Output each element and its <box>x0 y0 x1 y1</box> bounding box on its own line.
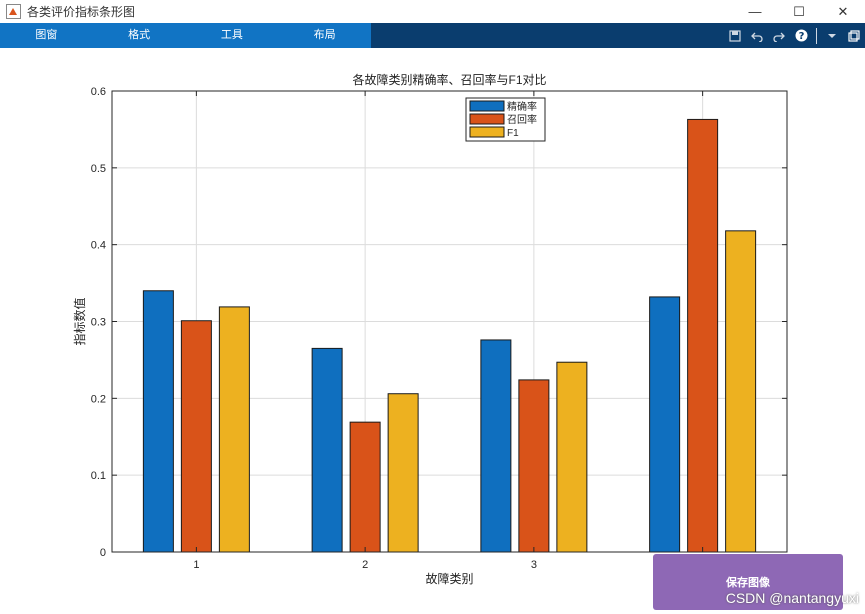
bar <box>142 290 174 553</box>
watermark: CSDN @nantangyuxi <box>725 590 859 606</box>
chart-title: 各故障类别精确率、召回率与F1对比 <box>352 72 546 87</box>
legend-label: F1 <box>507 128 519 139</box>
window-controls: — ☐ ✕ <box>733 0 865 23</box>
bar <box>518 379 550 553</box>
bar <box>725 230 757 553</box>
save-icon[interactable] <box>724 23 746 48</box>
y-tick-label: 0.6 <box>91 86 106 98</box>
bar <box>687 118 719 553</box>
y-tick-label: 0.3 <box>91 317 106 329</box>
dropdown-icon[interactable] <box>821 23 843 48</box>
redo-icon[interactable] <box>768 23 790 48</box>
legend-swatch <box>469 100 505 112</box>
toolbar-separator <box>816 27 817 44</box>
menu-figure[interactable]: 图窗 <box>35 29 58 41</box>
help-icon[interactable]: ? <box>790 23 812 48</box>
bar <box>180 320 212 553</box>
maximize-button[interactable]: ☐ <box>793 3 805 19</box>
y-tick-label: 0.1 <box>91 470 106 482</box>
legend-label: 召回率 <box>507 113 537 126</box>
legend-swatch <box>469 126 505 138</box>
y-tick-label: 0.4 <box>91 240 106 252</box>
tick-labels: 00.10.20.30.40.50.61234 <box>91 86 787 571</box>
dock-icon[interactable] <box>843 23 865 48</box>
y-axis-label: 指标数值 <box>72 297 87 345</box>
menu-format[interactable]: 格式 <box>128 29 151 41</box>
undo-icon[interactable] <box>746 23 768 48</box>
bar <box>649 296 681 553</box>
svg-text:?: ? <box>798 31 804 42</box>
menu-strip: 图窗 格式 工具 布局 <box>0 23 371 48</box>
bars <box>142 118 757 553</box>
x-tick-label: 2 <box>362 559 368 571</box>
minimize-button[interactable]: — <box>748 4 762 19</box>
y-tick-label: 0.5 <box>91 163 106 175</box>
bar-chart: 00.10.20.30.40.50.61234 各故障类别精确率、召回率与F1对… <box>72 72 788 586</box>
quick-access-icons: ? <box>724 23 865 48</box>
menu-tools[interactable]: 工具 <box>220 29 243 41</box>
x-axis-label: 故障类别 <box>425 571 473 586</box>
save-image-button[interactable]: 保存图像 <box>653 554 843 610</box>
grid-lines <box>112 90 787 553</box>
menu-layout[interactable]: 布局 <box>313 29 336 41</box>
legend-label: 精确率 <box>507 100 537 113</box>
bar <box>480 339 512 553</box>
matlab-icon <box>6 4 21 19</box>
bar <box>387 393 419 553</box>
bar <box>349 421 381 553</box>
window-title: 各类评价指标条形图 <box>27 5 136 19</box>
x-tick-label: 3 <box>531 559 537 571</box>
legend-swatch <box>469 113 505 125</box>
y-tick-label: 0.2 <box>91 393 106 405</box>
bar <box>218 306 250 553</box>
close-button[interactable]: ✕ <box>837 3 849 19</box>
y-tick-label: 0 <box>100 547 106 559</box>
window-titlebar: 各类评价指标条形图 — ☐ ✕ <box>0 0 865 23</box>
x-tick-label: 1 <box>193 559 199 571</box>
bar <box>311 347 343 553</box>
figure-toolbar: 图窗 格式 工具 布局 ? <box>0 23 865 48</box>
bar <box>556 361 588 553</box>
